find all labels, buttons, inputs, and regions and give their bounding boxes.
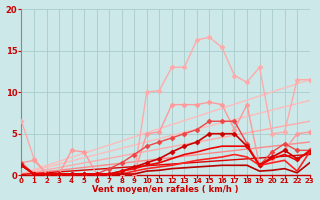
X-axis label: Vent moyen/en rafales ( km/h ): Vent moyen/en rafales ( km/h ) (92, 185, 239, 194)
